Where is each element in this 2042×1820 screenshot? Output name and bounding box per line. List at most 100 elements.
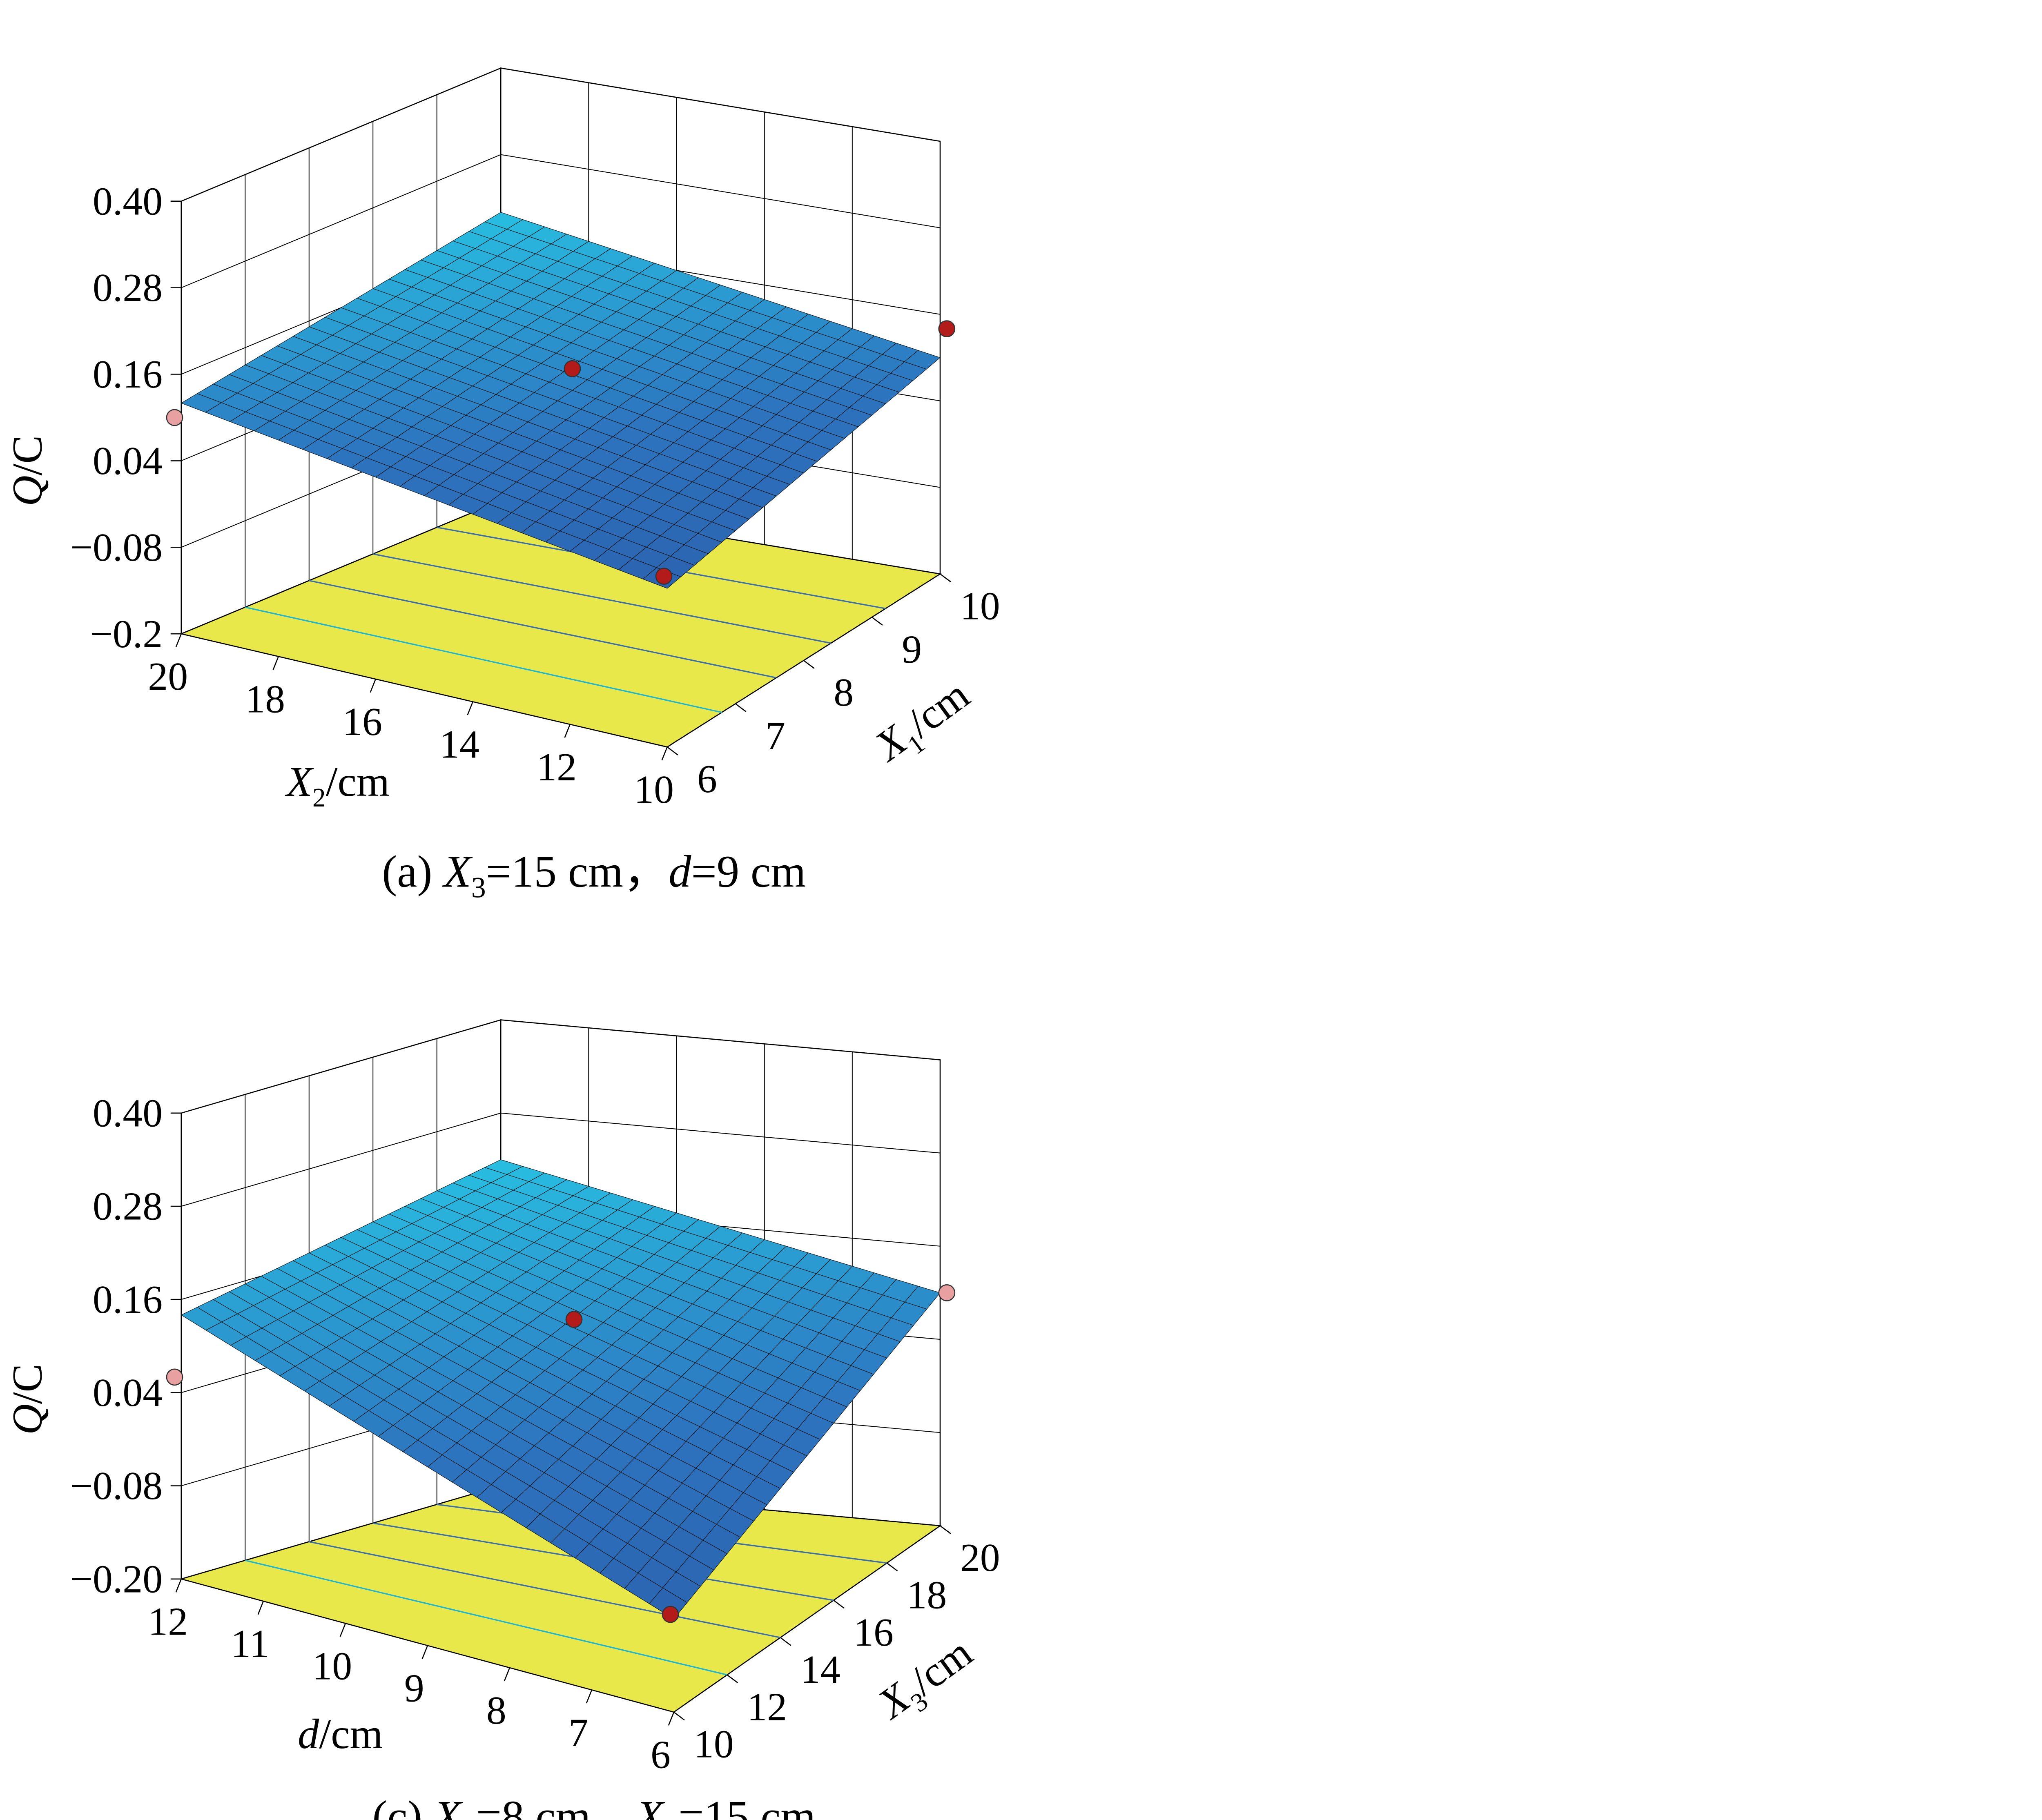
left-axis-tick-label: 20: [148, 655, 188, 699]
z-axis-label-var: Q: [3, 1404, 51, 1435]
contour-line: [309, 1541, 781, 1638]
left-axis-label: X2/cm: [285, 758, 390, 813]
z-axis-label-unit: /C: [3, 1364, 51, 1404]
right-axis-tick-label: 20: [960, 1536, 1000, 1580]
left-axis-tick-label: 18: [245, 677, 285, 722]
left-axis-tick-label: 10: [312, 1644, 352, 1688]
design-point: [655, 568, 673, 585]
left-axis-tick: [564, 724, 571, 738]
z-tick-label: 0.28: [93, 266, 163, 310]
left-axis-tick: [586, 1689, 593, 1704]
right-axis-tick: [803, 660, 815, 669]
right-axis-tick-label: 18: [907, 1573, 947, 1617]
left-axis-tick-label: 12: [148, 1600, 188, 1644]
z-tick-label: −0.08: [70, 1464, 163, 1508]
left-axis-label-unit: /cm: [326, 758, 390, 805]
caption-var-1-sub: 3: [471, 871, 486, 904]
right-axis-tick-label: 9: [902, 627, 922, 671]
caption-label: (c): [372, 1791, 434, 1820]
left-floor-axis: 20 18 16 14 12 10: [148, 633, 674, 812]
left-axis-tick: [421, 1645, 428, 1659]
panel-caption: (c) X1=8 cm，X2=15 cm: [372, 1791, 816, 1820]
design-points: [166, 1284, 956, 1623]
z-tick-label: 0.04: [93, 1371, 163, 1415]
chart-panel-1: 0.40 0.28 0.16 0.04 −0.08 −0.2 Q/C 20 18 16 14 12 10…: [3, 67, 1000, 904]
caption-var-1: X: [432, 1791, 463, 1820]
right-axis-tick-label: 7: [765, 714, 785, 758]
z-axis-label: Q/C: [3, 1364, 51, 1435]
left-axis-tick-label: 16: [342, 700, 382, 744]
wall-gridline: [181, 67, 941, 202]
left-axis-tick: [370, 679, 376, 693]
contour-line: [309, 580, 777, 679]
z-tick-label: 0.40: [93, 1091, 163, 1135]
left-axis-tick: [257, 1601, 264, 1615]
caption-eq-1: =8 cm，: [476, 1791, 636, 1820]
z-axis-label: Q/C: [3, 435, 51, 506]
left-axis-tick-label: 11: [231, 1622, 269, 1666]
left-axis-tick: [668, 1712, 675, 1726]
right-axis-tick-label: 16: [854, 1611, 894, 1655]
caption-var-2-sub: 2: [664, 1816, 678, 1820]
left-axis-tick-label: 6: [651, 1733, 671, 1777]
design-points: [166, 320, 956, 585]
z-tick-label: 0.28: [93, 1185, 163, 1229]
right-axis-tick: [735, 703, 747, 712]
wall-gridline: [181, 1112, 941, 1207]
left-axis-tick: [175, 633, 182, 648]
z-axis-label-unit: /C: [3, 435, 51, 476]
left-axis-tick: [272, 656, 279, 670]
z-tick-label: −0.08: [70, 526, 163, 570]
right-axis-tick-label: 10: [694, 1722, 734, 1767]
z-tick-label: −0.20: [70, 1557, 163, 1601]
right-axis-tick-label: 14: [800, 1648, 840, 1692]
left-axis-tick-label: 7: [568, 1711, 589, 1755]
z-axis: 0.40 0.28 0.16 0.04 −0.08 −0.2: [70, 179, 181, 656]
z-tick-label: 0.16: [93, 352, 163, 397]
left-axis-tick: [661, 746, 668, 761]
right-axis-tick: [727, 1674, 738, 1684]
left-axis-label-sub: 2: [312, 783, 326, 813]
right-axis-tick: [940, 573, 951, 583]
design-point: [564, 360, 581, 377]
design-point: [662, 1606, 679, 1623]
right-axis-tick: [780, 1637, 791, 1646]
left-axis-label-var: d: [298, 1710, 319, 1758]
right-floor-axis: 10 12 14 16 18 20: [673, 1525, 1000, 1767]
left-axis-tick: [467, 701, 473, 715]
response-surface: [181, 212, 941, 589]
design-point: [166, 409, 183, 426]
right-axis-tick: [673, 1711, 685, 1721]
left-axis-tick-label: 14: [439, 722, 479, 766]
panel-caption: (a) X3=15 cm，d=9 cm: [382, 847, 806, 904]
left-axis-label-unit: /cm: [319, 1710, 383, 1758]
caption-var-1-sub: 1: [461, 1816, 476, 1820]
response-surface: [181, 1159, 941, 1620]
left-axis-tick-label: 10: [634, 768, 674, 812]
right-axis-tick-label: 8: [834, 671, 854, 715]
left-axis-label: d/cm: [298, 1710, 383, 1758]
design-point: [565, 1311, 583, 1328]
right-axis-tick: [886, 1562, 898, 1572]
right-axis-tick: [940, 1525, 951, 1535]
caption-var-2: X: [634, 1791, 665, 1820]
left-floor-axis: 12 11 10 9 8 7 6: [148, 1579, 675, 1777]
left-axis-tick-label: 8: [486, 1689, 506, 1733]
z-tick-label: 0.40: [93, 179, 163, 223]
right-axis-tick: [872, 617, 883, 626]
z-tick-label: 0.16: [93, 1278, 163, 1322]
right-axis-tick: [667, 746, 678, 755]
left-axis-tick: [504, 1667, 510, 1682]
contour-line: [245, 606, 722, 713]
caption-label: (a): [382, 847, 444, 897]
caption-var-1: X: [442, 847, 473, 897]
caption-var-2: d: [669, 847, 691, 897]
contour-line: [245, 1559, 727, 1676]
caption-eq-1: =15 cm，: [486, 847, 669, 897]
wall-gridline: [181, 154, 941, 288]
z-axis-label-var: Q: [3, 475, 51, 506]
contour-line: [372, 553, 831, 644]
caption-eq-2: =15 cm: [678, 1791, 816, 1820]
design-point: [938, 1284, 956, 1301]
